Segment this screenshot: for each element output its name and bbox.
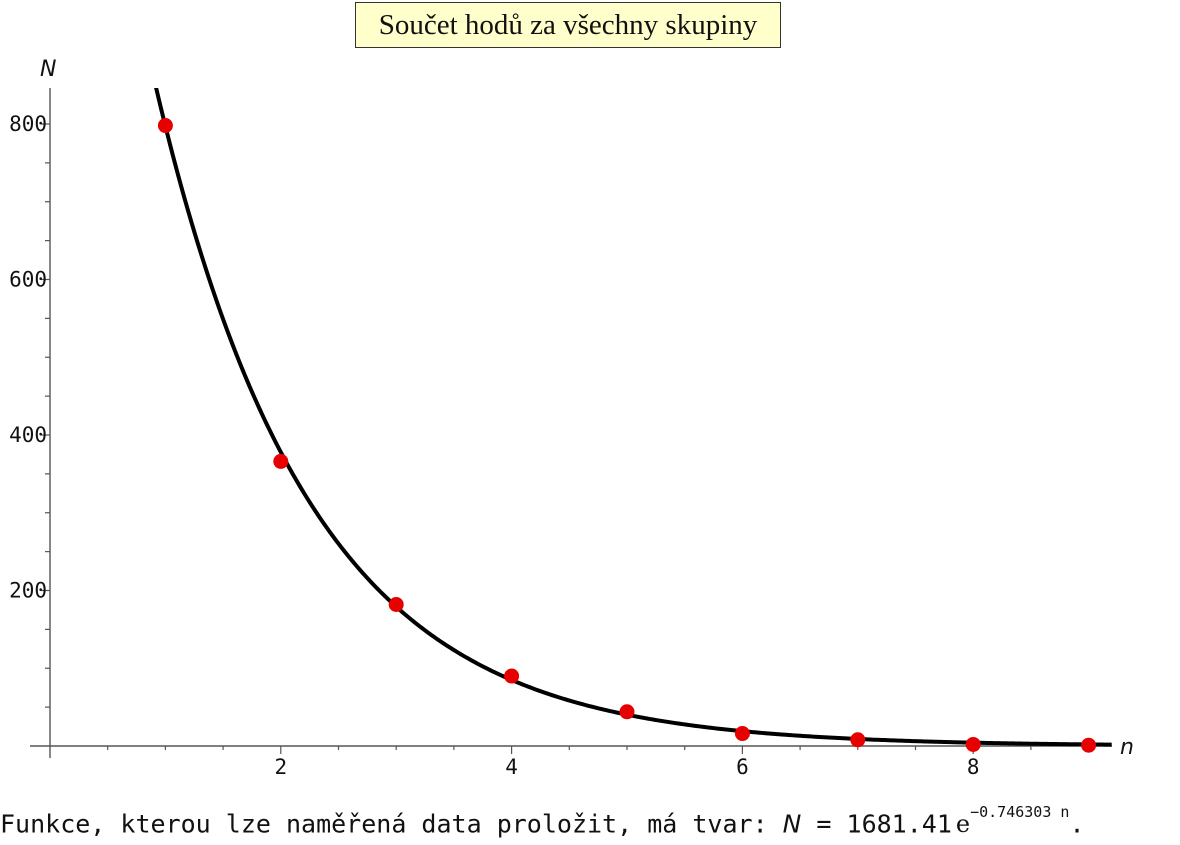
y-tick-label: 600 bbox=[9, 268, 47, 292]
footer-e: e bbox=[955, 810, 971, 839]
fit-curve bbox=[154, 88, 1112, 747]
x-axis-label: n bbox=[1120, 735, 1134, 760]
footer-var: N bbox=[782, 809, 802, 839]
footer-eq: = 1681.41 bbox=[801, 809, 952, 839]
data-point bbox=[1081, 737, 1097, 753]
data-point bbox=[965, 736, 981, 752]
chart-title: Součet hodů za všechny skupiny bbox=[355, 2, 781, 48]
y-tick-label: 400 bbox=[9, 423, 47, 447]
footer-end: . bbox=[1069, 809, 1085, 839]
data-point bbox=[734, 726, 750, 742]
data-point bbox=[504, 668, 520, 684]
y-axis-label: N bbox=[40, 57, 56, 82]
y-tick-label: 800 bbox=[9, 112, 47, 136]
axes bbox=[30, 88, 1112, 758]
data-points bbox=[157, 118, 1097, 753]
x-tick-label: 2 bbox=[274, 755, 287, 779]
y-tick-label: 200 bbox=[9, 579, 47, 603]
x-tick-label: 4 bbox=[505, 755, 518, 779]
data-point bbox=[273, 453, 289, 469]
data-point bbox=[157, 118, 173, 134]
data-point bbox=[619, 704, 635, 720]
x-tick-label: 8 bbox=[967, 755, 980, 779]
data-point bbox=[388, 596, 404, 612]
x-tick-label: 6 bbox=[736, 755, 749, 779]
fit-equation-footer: Funkce, kterou lze naměřená data proloži… bbox=[0, 798, 1180, 839]
chart-plot: 2 4 6 8 200 400 600 800 N n bbox=[9, 57, 1134, 779]
ticks: 2 4 6 8 200 400 600 800 bbox=[9, 112, 1090, 779]
data-point bbox=[850, 732, 866, 748]
footer-text: Funkce, kterou lze naměřená data proloži… bbox=[0, 809, 783, 839]
footer-exponent: −0.746303 n bbox=[970, 803, 1070, 821]
